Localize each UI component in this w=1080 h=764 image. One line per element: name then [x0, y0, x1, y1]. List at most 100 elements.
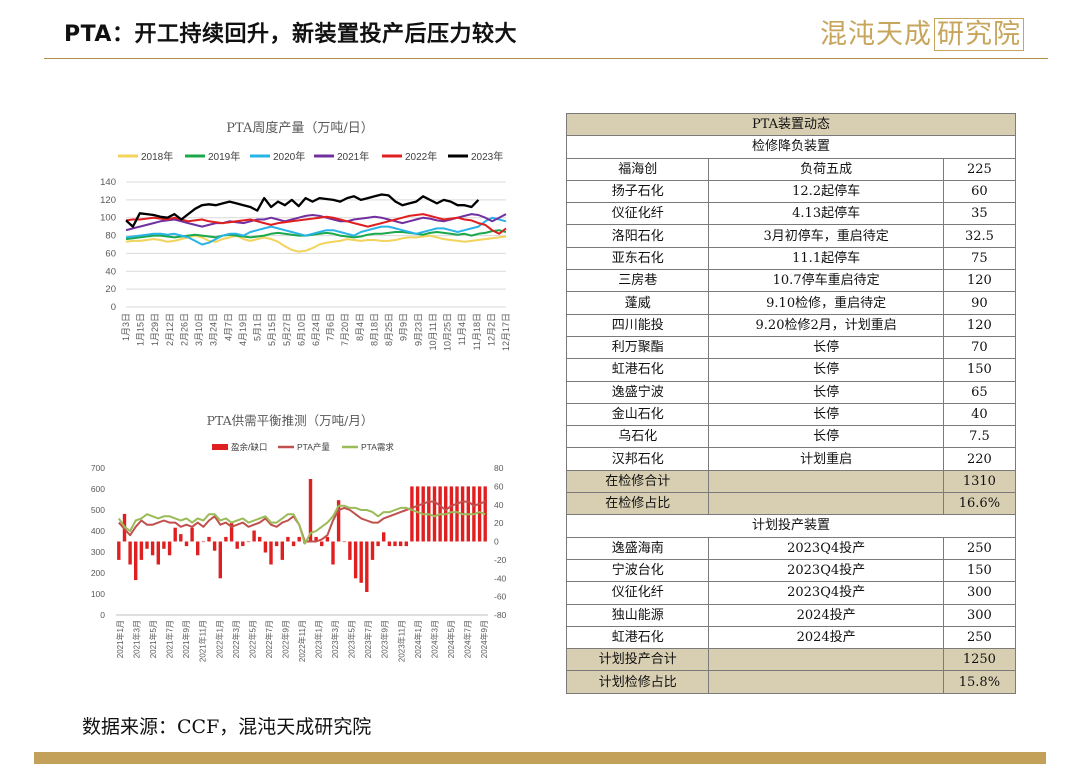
- surplus-bar: [173, 527, 177, 542]
- supply-demand-chart: PTA供需平衡推测（万吨/月）盈余/缺口 PTA产量 PTA需求0100200300…: [91, 413, 507, 662]
- series-line-2023年: [125, 193, 480, 228]
- table-row: 检修降负装置: [566, 135, 1016, 159]
- surplus-bar: [218, 541, 222, 579]
- table-cell: 1250: [942, 648, 1017, 672]
- surplus-bar: [314, 536, 318, 542]
- x-tick-label-18: 2024年1月: [413, 620, 423, 658]
- x-tick-label-12: 6月10日: [296, 313, 306, 346]
- table-cell: 10.7停车重启待定: [708, 269, 944, 293]
- y2-tick-label-7: 60: [494, 481, 504, 491]
- x-tick-label-6: 3月24日: [209, 313, 219, 346]
- table-cell: 长停: [708, 380, 944, 404]
- surplus-bar: [331, 541, 335, 565]
- table-cell: 洛阳石化: [565, 224, 710, 248]
- x-tick-label-18: 8月25日: [384, 313, 394, 346]
- x-tick-label-5: 3月10日: [194, 313, 204, 346]
- legend-label-0: 2018年: [141, 150, 173, 163]
- surplus-bar: [308, 479, 313, 542]
- surplus-bar: [212, 541, 217, 551]
- surplus-bar: [320, 541, 324, 547]
- x-tick-label-11: 5月27日: [282, 313, 292, 346]
- x-tick-label-4: 2月26日: [179, 313, 189, 346]
- logo-text: 混沌天成: [820, 19, 932, 50]
- surplus-bar: [145, 541, 149, 549]
- legend-label-3: 2021年: [337, 150, 369, 163]
- table-cell: 3月初停车，重启待定: [708, 224, 944, 248]
- surplus-bar: [342, 541, 346, 543]
- table-cell: 检修降负装置: [566, 135, 1016, 159]
- table-cell: 120: [942, 269, 1017, 293]
- surplus-bar: [280, 541, 284, 560]
- table-cell: 长停: [708, 335, 944, 360]
- table-cell: 60: [942, 179, 1017, 204]
- x-tick-label-24: 11月18日: [472, 313, 482, 350]
- table-row: 计划投产合计 1250: [565, 648, 1017, 672]
- y-tick-label-1: 20: [105, 284, 116, 295]
- x-tick-label-2: 1月29日: [150, 313, 160, 346]
- surplus-bar: [235, 541, 239, 549]
- surplus-bar: [179, 534, 183, 542]
- table-cell: 长停: [708, 425, 944, 449]
- table-cell: 90: [942, 291, 1017, 315]
- table-row: 蓬威 9.10检修，重启待定 90: [565, 291, 1017, 315]
- table-cell: [708, 469, 944, 494]
- header-divider: [44, 58, 1048, 59]
- table-cell: 70: [942, 335, 1017, 360]
- series-line-2020年: [125, 216, 507, 246]
- y-tick-label-6: 120: [100, 195, 116, 206]
- surplus-bar: [325, 536, 330, 542]
- surplus-bar: [258, 536, 262, 542]
- x-tick-label-5: 2021年11月: [198, 620, 208, 662]
- table-row: 金山石化 长停 40: [565, 402, 1017, 427]
- surplus-bar: [263, 541, 268, 553]
- y-tick-label-6: 600: [91, 484, 105, 494]
- y-tick-label-1: 100: [91, 589, 105, 599]
- surplus-bar: [404, 541, 408, 547]
- table-cell: 计划检修占比: [565, 670, 710, 694]
- surplus-bar: [117, 541, 121, 560]
- table-cell: [708, 648, 944, 672]
- table-cell: 150: [942, 358, 1017, 382]
- table-cell: 35: [942, 202, 1017, 226]
- legend-label-5: 2023年: [471, 150, 503, 163]
- surplus-bar: [241, 541, 245, 547]
- table-cell: 16.6%: [942, 492, 1017, 516]
- surplus-bar: [201, 541, 206, 543]
- x-tick-label-8: 4月19日: [238, 313, 248, 346]
- table-row: PTA装置动态: [566, 112, 1016, 137]
- x-tick-label-8: 2022年5月: [247, 620, 257, 658]
- plant-status-table: PTA装置动态 检修降负装置 福海创 负荷五成 225 扬子石化 12.2起停车 60 仪征化纤…: [565, 112, 1017, 694]
- x-tick-label-22: 2024年9月: [479, 620, 489, 658]
- surplus-bar: [297, 536, 301, 542]
- series-line-2019年: [125, 229, 507, 241]
- table-cell: 仪征化纤: [565, 202, 710, 226]
- y-tick-label-4: 80: [105, 231, 116, 242]
- surplus-bar: [286, 536, 290, 542]
- surplus-bar: [382, 532, 386, 542]
- y2-tick-label-3: -20: [494, 555, 507, 565]
- table-row: 福海创 负荷五成 225: [565, 157, 1017, 181]
- surplus-bar: [387, 541, 392, 547]
- x-tick-label-3: 2月12日: [165, 313, 175, 346]
- table-row: 独山能源 2024投产 300: [565, 603, 1017, 627]
- table-cell: 虹港石化: [565, 358, 710, 382]
- chart2-title: PTA供需平衡推测（万吨/月）: [207, 413, 374, 428]
- table-cell: 11.1起停车: [708, 246, 944, 271]
- table-cell: PTA装置动态: [566, 112, 1016, 137]
- table-row: 仪征化纤 4.13起停车 35: [565, 202, 1017, 226]
- table-row: 计划投产装置: [566, 514, 1016, 538]
- y-tick-label-0: 0: [111, 302, 116, 313]
- chart1-title: PTA周度产量（万吨/日）: [226, 120, 373, 136]
- surplus-bar: [393, 541, 397, 547]
- table-cell: 120: [942, 313, 1017, 337]
- y-tick-label-5: 100: [100, 213, 116, 224]
- brand-logo: 混沌天成 研究院: [820, 12, 1024, 51]
- surplus-bar: [455, 486, 459, 542]
- series-line-2021年: [125, 213, 507, 232]
- table-row: 计划检修占比 15.8%: [565, 670, 1017, 694]
- legend-label-4: 2022年: [405, 150, 437, 163]
- table-cell: 宁波台化: [565, 558, 710, 583]
- table-cell: 300: [942, 581, 1017, 605]
- x-tick-label-14: 2023年5月: [347, 620, 357, 658]
- table-row: 虹港石化 长停 150: [565, 358, 1017, 382]
